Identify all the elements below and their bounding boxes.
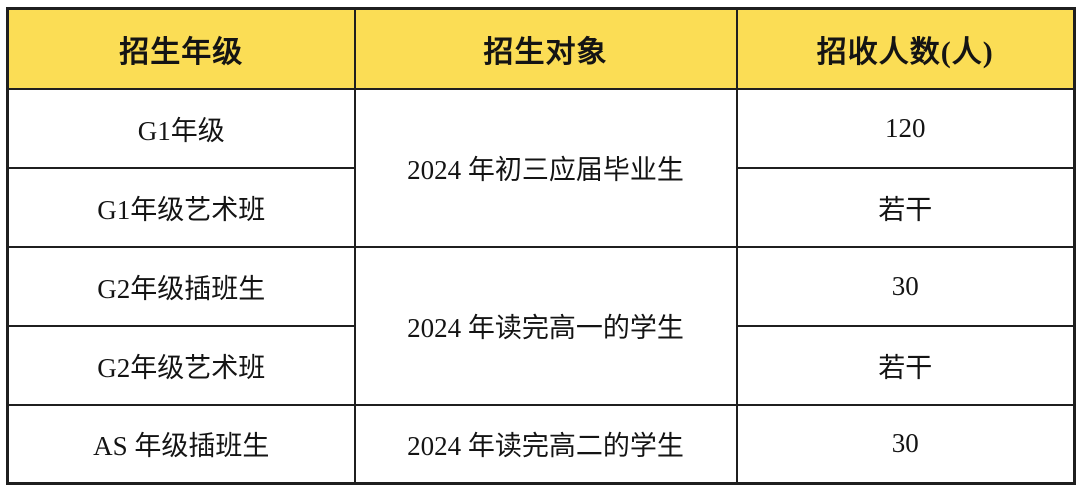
table-row: G1年级艺术班 若干 bbox=[6, 166, 1076, 248]
table-row: G1年级 2024 年初三应届毕业生 120 bbox=[6, 87, 1076, 248]
grade-cell: G1年级艺术班 bbox=[6, 166, 356, 248]
grade-cell: G2年级艺术班 bbox=[6, 324, 356, 406]
header-cell-grade: 招生年级 bbox=[6, 7, 356, 90]
table-row: G2年级艺术班 若干 bbox=[6, 324, 1076, 406]
table-header-row: 招生年级 招生对象 招收人数(人) bbox=[6, 7, 1076, 90]
admissions-table: 招生年级 招生对象 招收人数(人) G1年级 2024 年初三应届毕业生 120… bbox=[6, 7, 1076, 485]
header-cell-count: 招收人数(人) bbox=[735, 7, 1076, 90]
header-cell-target: 招生对象 bbox=[353, 7, 738, 90]
count-cell: 30 bbox=[735, 403, 1076, 485]
count-cell: 30 bbox=[735, 245, 1076, 327]
target-cell: 2024 年初三应届毕业生 bbox=[353, 87, 738, 248]
grade-cell: AS 年级插班生 bbox=[6, 403, 356, 485]
grade-cell: G2年级插班生 bbox=[6, 245, 356, 327]
count-cell: 若干 bbox=[735, 166, 1076, 248]
table-row: G2年级插班生 2024 年读完高一的学生 30 bbox=[6, 245, 1076, 406]
target-cell: 2024 年读完高一的学生 bbox=[353, 245, 738, 406]
grade-cell: G1年级 bbox=[6, 87, 356, 169]
count-cell: 若干 bbox=[735, 324, 1076, 406]
target-cell: 2024 年读完高二的学生 bbox=[353, 403, 738, 485]
count-cell: 120 bbox=[735, 87, 1076, 169]
table-row: AS 年级插班生 2024 年读完高二的学生 30 bbox=[6, 403, 1076, 485]
